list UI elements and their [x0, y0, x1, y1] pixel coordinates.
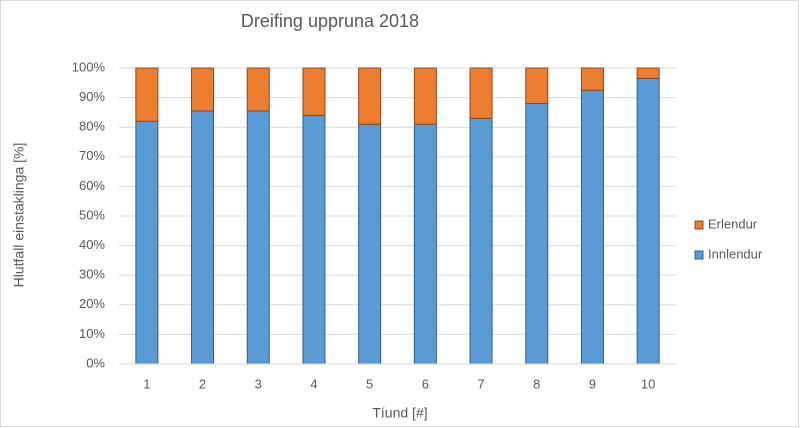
- bar-segment: [469, 117, 493, 365]
- y-tick-label: 80%: [79, 119, 105, 134]
- bar-segment: [302, 114, 326, 365]
- y-tick-label: 30%: [79, 267, 105, 282]
- bar-segment: [246, 67, 270, 112]
- bar-segment: [636, 77, 660, 365]
- y-tick-label: 50%: [79, 207, 105, 222]
- x-tick-label: 7: [477, 376, 484, 391]
- chart-title: Dreifing uppruna 2018: [241, 11, 419, 31]
- y-axis-label: Hlutfall einstaklinga [%]: [11, 143, 27, 288]
- legend-swatch: [694, 250, 704, 260]
- x-tick-label: 3: [255, 376, 262, 391]
- bar-segment: [358, 123, 382, 365]
- y-tick-label: 20%: [79, 296, 105, 311]
- legend-swatch: [694, 220, 704, 230]
- x-tick-label: 1: [143, 376, 150, 391]
- bar-segment: [580, 89, 604, 365]
- y-tick-label: 90%: [79, 89, 105, 104]
- bar-segment: [525, 67, 549, 105]
- x-tick-label: 8: [533, 376, 540, 391]
- x-tick-label: 5: [366, 376, 373, 391]
- bar-segment: [358, 67, 382, 125]
- y-tick-label: 0%: [86, 355, 105, 370]
- y-tick-label: 100%: [72, 59, 106, 74]
- bar-segment: [246, 110, 270, 365]
- x-tick-label: 2: [199, 376, 206, 391]
- x-tick-label: 4: [310, 376, 317, 391]
- bar-segment: [580, 67, 604, 91]
- y-tick-label: 70%: [79, 148, 105, 163]
- legend-label: Erlendur: [708, 216, 758, 231]
- y-tick-label: 40%: [79, 237, 105, 252]
- bar-segment: [191, 110, 215, 365]
- legend-label: Innlendur: [708, 246, 763, 261]
- y-tick-label: 60%: [79, 178, 105, 193]
- y-tick-label: 10%: [79, 326, 105, 341]
- x-tick-label: 10: [641, 376, 655, 391]
- bar-segment: [469, 67, 493, 119]
- bar-segment: [191, 67, 215, 112]
- bar-segment: [413, 67, 437, 125]
- x-tick-label: 6: [422, 376, 429, 391]
- bar-segment: [636, 67, 660, 79]
- bar-segment: [135, 120, 159, 365]
- bar-segment: [302, 67, 326, 116]
- bar-segment: [135, 67, 159, 122]
- x-axis-label: Tíund [#]: [372, 405, 427, 421]
- bar-segment: [413, 123, 437, 365]
- x-tick-label: 9: [589, 376, 596, 391]
- bar-segment: [525, 103, 549, 365]
